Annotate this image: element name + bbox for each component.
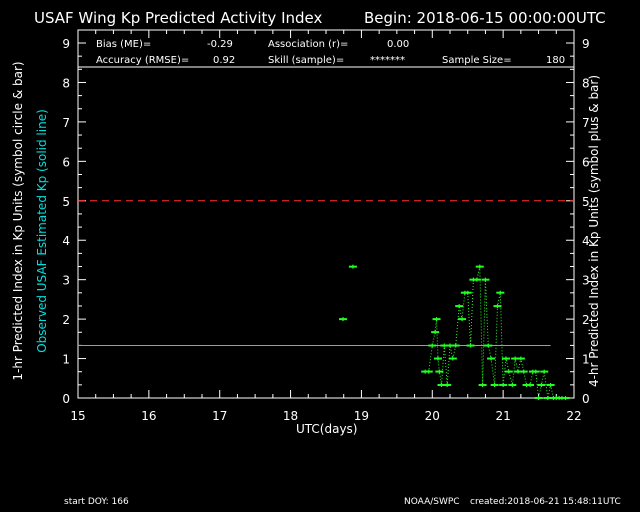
y-tick-label: 6 <box>62 155 70 169</box>
accuracy-value: 0.92 <box>213 55 236 66</box>
y-tick-label: 3 <box>62 274 70 288</box>
y-axis-label-observed: Observed USAF Estimated Kp (solid line) <box>35 109 49 353</box>
sample-size-label: Sample Size= <box>442 55 512 66</box>
y-tick-label: 5 <box>62 195 70 209</box>
y-axis-label-left: 1-hr Predicted Index in Kp Units (symbol… <box>11 61 25 381</box>
y-tick-label-right: 3 <box>582 274 590 288</box>
association-value: 0.00 <box>387 39 410 50</box>
y-tick-label-right: 9 <box>582 37 590 51</box>
chart-title: USAF Wing Kp Predicted Activity Index <box>34 9 323 27</box>
y-tick-label-right: 7 <box>582 116 590 130</box>
y-tick-label: 1 <box>62 353 70 367</box>
x-tick-label: 22 <box>566 409 581 423</box>
y-tick-label-right: 2 <box>582 313 590 327</box>
bias-label: Bias (ME)= <box>96 39 152 50</box>
accuracy-label: Accuracy (RMSE)= <box>96 55 190 66</box>
y-tick-label: 7 <box>62 116 70 130</box>
x-tick-label: 17 <box>212 409 227 423</box>
predicted-kp-series <box>339 264 570 400</box>
skill-label: Skill (sample)= <box>268 55 345 66</box>
tick-labels: 15 16 17 18 19 20 21 220 01 12 23 34 45 56 67 78 89 9 <box>62 37 589 423</box>
y-tick-label-right: 8 <box>582 76 590 90</box>
y-tick-label: 8 <box>62 76 70 90</box>
y-tick-label: 2 <box>62 313 70 327</box>
y-tick-label-right: 5 <box>582 195 590 209</box>
bias-value: -0.29 <box>207 39 233 50</box>
x-tick-label: 18 <box>283 409 298 423</box>
begin-time: Begin: 2018-06-15 00:00:00UTC <box>364 9 606 27</box>
y-tick-label-right: 1 <box>582 353 590 367</box>
x-axis-label: UTC(days) <box>296 422 358 436</box>
association-label: Association (r)= <box>268 39 349 50</box>
source-label: NOAA/SWPC <box>404 497 460 507</box>
y-axis-label-right: 4-hr Predicted Index in Kp Units (symbol… <box>587 74 601 388</box>
x-tick-label: 16 <box>141 409 156 423</box>
created-timestamp: created:2018-06-21 15:48:11UTC <box>470 497 621 507</box>
sample-size-value: 180 <box>546 55 566 66</box>
start-doy: start DOY: 166 <box>64 497 129 507</box>
x-tick-label: 19 <box>354 409 369 423</box>
predicted-connector <box>425 266 566 399</box>
y-tick-label: 0 <box>62 392 70 406</box>
y-tick-label: 4 <box>62 234 70 248</box>
x-tick-label: 20 <box>425 409 440 423</box>
plot-frame <box>77 29 575 399</box>
y-tick-label-right: 0 <box>582 392 590 406</box>
skill-value: ******* <box>370 55 405 66</box>
axis-ticks <box>77 30 575 399</box>
y-tick-label-right: 6 <box>582 155 590 169</box>
x-tick-label: 15 <box>70 409 85 423</box>
x-tick-label: 21 <box>496 409 511 423</box>
y-tick-label-right: 4 <box>582 234 590 248</box>
y-tick-label: 9 <box>62 37 70 51</box>
